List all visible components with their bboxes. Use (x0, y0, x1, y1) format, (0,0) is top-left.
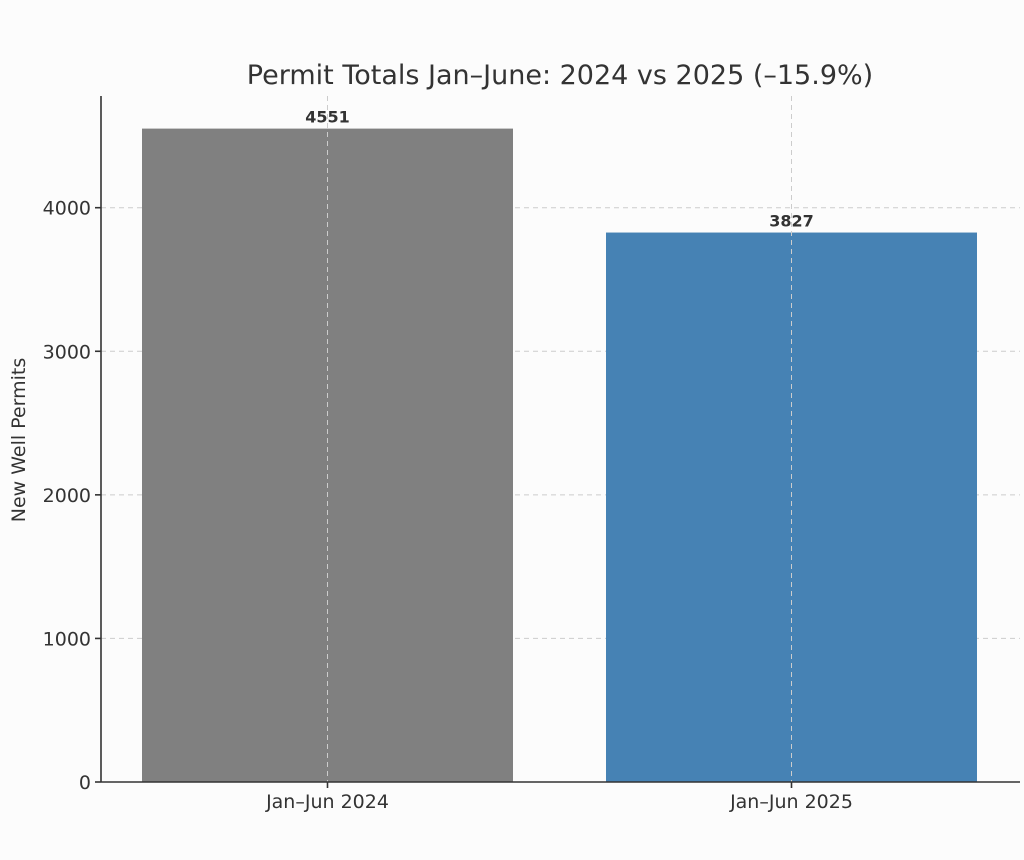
y-axis-label: New Well Permits (8, 358, 30, 523)
x-tick-label: Jan–Jun 2024 (265, 791, 389, 813)
y-tick-label: 0 (79, 772, 91, 794)
bar-data-label: 3827 (769, 212, 814, 231)
y-tick-label: 3000 (43, 341, 91, 363)
y-tick-label: 4000 (43, 198, 91, 220)
bar-data-label: 4551 (305, 108, 350, 127)
x-tick-label: Jan–Jun 2025 (729, 791, 853, 813)
axes (95, 96, 1020, 788)
y-tick-label: 2000 (43, 485, 91, 507)
labels: 0 1000 2000 3000 4000 Jan–Jun 2024 Jan–Jun 202… (43, 108, 853, 813)
bars (142, 128, 977, 783)
y-tick-label: 1000 (43, 628, 91, 650)
chart-title: Permit Totals Jan–June: 2024 vs 2025 (–1… (247, 60, 873, 91)
